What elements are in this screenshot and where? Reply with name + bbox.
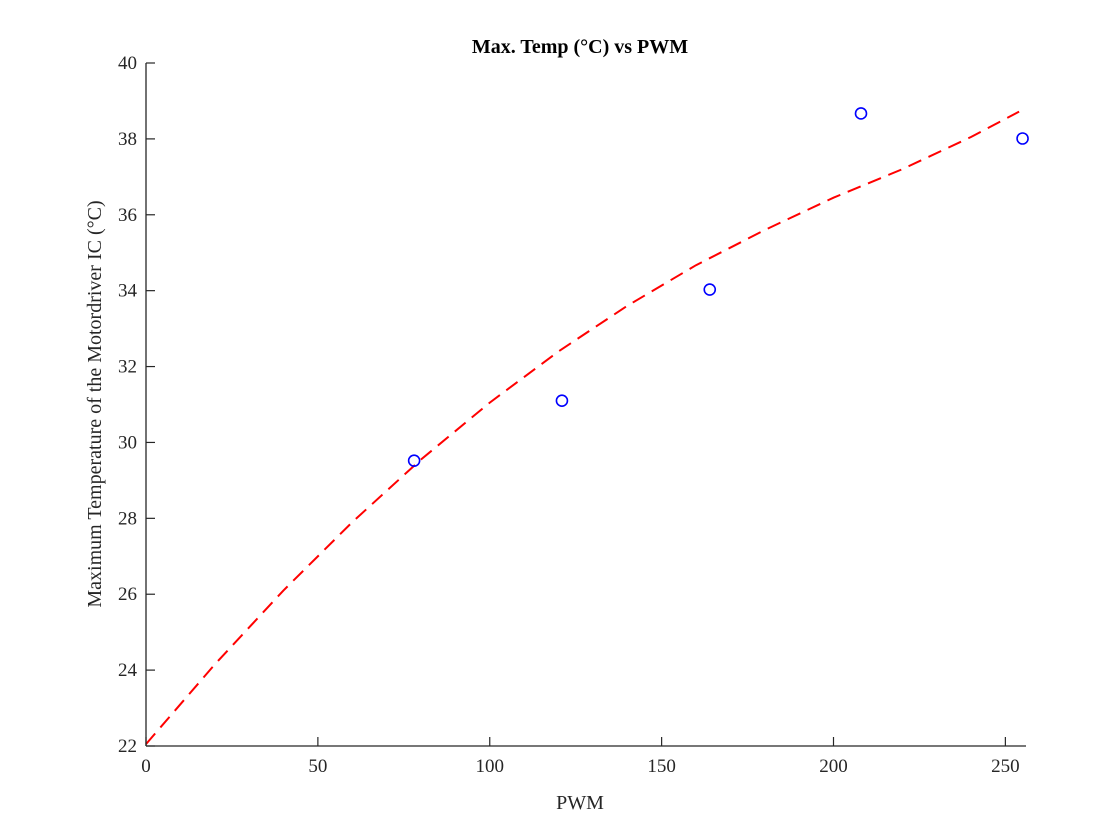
axes [145, 63, 1026, 747]
fit-curve-line [145, 110, 1020, 745]
x-axis-label: PWM [556, 792, 604, 814]
chart-title: Max. Temp (°C) vs PWM [472, 36, 688, 58]
x-tick-label: 250 [991, 756, 1020, 777]
data-point [555, 394, 569, 408]
x-tick-label: 100 [476, 756, 505, 777]
data-point [407, 454, 421, 467]
x-tick-label: 200 [819, 756, 848, 777]
y-tick-label: 24 [118, 660, 138, 681]
x-ticks: 0 50 100 150 200 250 [141, 737, 1020, 777]
plot-area [145, 107, 1029, 745]
y-tick-label: 30 [118, 432, 137, 453]
y-axis-label: Maximum Temperature of the Motordriver I… [84, 200, 106, 607]
x-tick-label: 50 [308, 756, 327, 777]
y-tick-label: 22 [118, 736, 137, 757]
data-point [854, 107, 868, 120]
y-tick-label: 28 [118, 508, 137, 529]
data-point [703, 283, 717, 296]
y-tick-label: 34 [118, 281, 138, 302]
x-tick-label: 150 [647, 756, 676, 777]
y-tick-label: 36 [118, 205, 137, 226]
y-tick-label: 38 [118, 129, 137, 150]
data-point [1016, 132, 1029, 145]
y-tick-label: 32 [118, 357, 137, 378]
y-tick-label: 40 [118, 53, 137, 74]
y-ticks: 22 24 26 28 30 32 34 36 38 40 [118, 53, 155, 757]
y-tick-label: 26 [118, 584, 137, 605]
x-tick-label: 0 [141, 756, 151, 777]
